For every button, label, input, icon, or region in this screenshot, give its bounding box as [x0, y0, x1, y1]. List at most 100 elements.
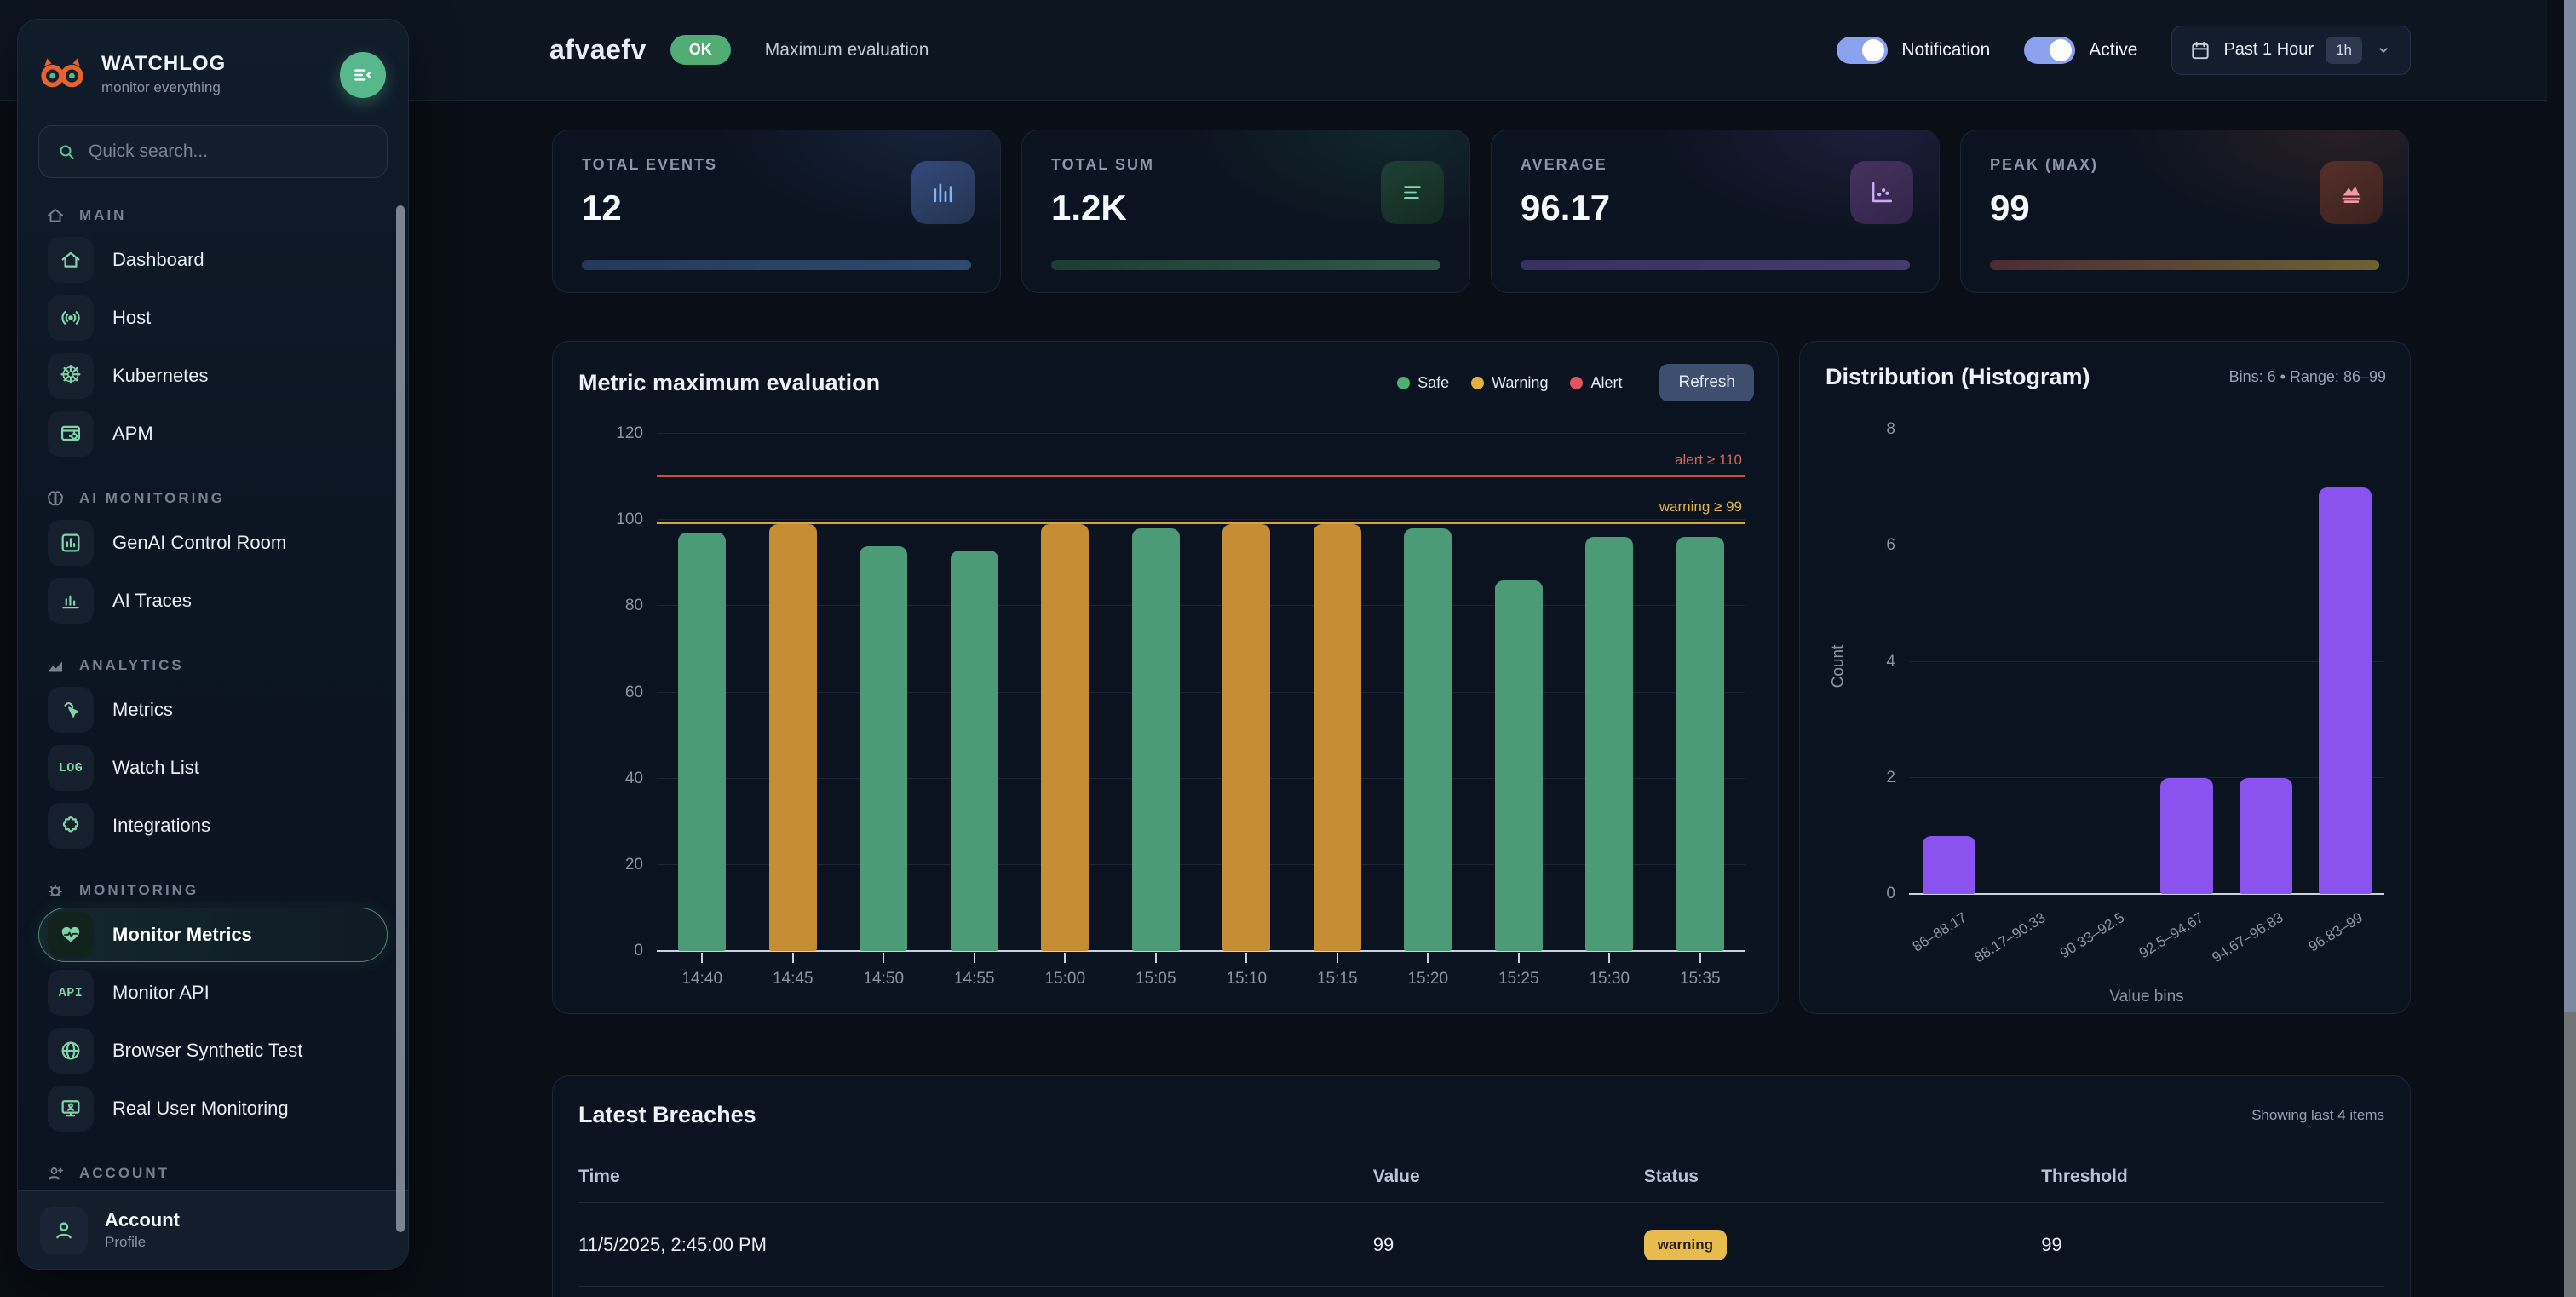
x-tick-label: 14:55	[953, 970, 995, 988]
table-row[interactable]: 11/5/2025, 2:45:00 PM 99 warning 99	[578, 1203, 2384, 1287]
sidebar-item-watch-list[interactable]: LOG Watch List	[38, 741, 388, 795]
sidebar-item-genai-control-room[interactable]: GenAI Control Room	[38, 516, 388, 570]
toggle-label: Active	[2089, 39, 2138, 60]
gridline	[1909, 660, 2384, 662]
x-tick-mark	[973, 953, 975, 963]
histogram-y-axis-title: Count	[1829, 644, 1848, 689]
toggle-active[interactable]	[2024, 36, 2076, 64]
breaches-table-header: Time Value Status Threshold	[578, 1150, 2384, 1203]
quick-search	[38, 125, 388, 178]
chevron-down-icon	[2374, 41, 2393, 60]
column-header-threshold: Threshold	[2041, 1166, 2128, 1186]
x-tick-label: 14:45	[772, 970, 814, 988]
nav-section-monitoring: MONITORING Monitor Metrics API Monitor API B…	[38, 877, 388, 1136]
apm-icon	[59, 422, 83, 446]
page-scrollbar-thumb[interactable]	[2564, 0, 2576, 1012]
section-header-monitoring: MONITORING	[38, 877, 388, 904]
legend-label: Warning	[1492, 373, 1549, 391]
x-tick-mark	[1427, 953, 1429, 963]
stat-card-total-sum: TOTAL SUM 1.2K	[1021, 130, 1470, 293]
sidebar-collapse-button[interactable]	[340, 52, 386, 98]
section-header-account: ACCOUNT	[38, 1160, 388, 1187]
x-tick-mark	[1608, 953, 1611, 963]
stat-label: AVERAGE	[1521, 156, 1607, 173]
toggle-notification[interactable]	[1837, 36, 1889, 64]
legend-dot	[1471, 376, 1485, 389]
top-header: afvaefv OK Maximum evaluation Notificati…	[0, 0, 2547, 101]
sidebar-item-host[interactable]: Host	[38, 291, 388, 345]
histogram-x-axis: 86–88.17 88.17–90.33 90.33–92.5 92.5–94.67 9…	[1909, 896, 2384, 981]
hist-bar-94-67-96-83	[2239, 777, 2292, 894]
metric-bar-15-25	[1494, 579, 1543, 951]
sidebar-item-kubernetes[interactable]: ☸ Kubernetes	[38, 349, 388, 403]
analytics-icon	[45, 655, 66, 676]
stat-card-average: AVERAGE 96.17	[1491, 130, 1940, 293]
sidebar-scrollbar[interactable]	[396, 205, 405, 1232]
log-icon: LOG	[58, 760, 83, 775]
nav-section-analytics: ANALYTICS Metrics LOG Watch List Integration…	[38, 652, 388, 853]
sidebar-item-label: Dashboard	[112, 249, 204, 270]
x-tick-mark	[1154, 953, 1157, 963]
histogram-title: Distribution (Histogram)	[1826, 364, 2090, 389]
x-tick-label: 15:25	[1498, 970, 1539, 988]
x-tick-mark	[1064, 953, 1067, 963]
api-icon: API	[58, 985, 83, 1000]
x-tick-label: 15:20	[1407, 970, 1449, 988]
breaches-table: Time Value Status Threshold 11/5/2025, 2:45…	[578, 1150, 2384, 1297]
search-input[interactable]	[89, 141, 370, 162]
stat-progress-bar	[1990, 260, 2379, 270]
metrics-icon	[59, 698, 83, 722]
sidebar-item-monitor-api[interactable]: API Monitor API	[38, 966, 388, 1020]
bars-icon	[929, 178, 957, 207]
toggle-group-notification: Notification	[1837, 36, 1991, 64]
x-tick-label: 92.5–94.67	[2136, 909, 2207, 962]
search-icon	[56, 141, 77, 162]
metric-chart-card: Metric maximum evaluation Safe Warning Ale…	[552, 341, 1779, 1014]
x-tick-label: 15:05	[1135, 970, 1176, 988]
account-footer[interactable]: Account Profile	[18, 1190, 408, 1269]
metric-bar-14-50	[860, 545, 908, 951]
x-tick-label: 15:35	[1679, 970, 1721, 988]
sidebar-item-integrations[interactable]: Integrations	[38, 798, 388, 853]
section-label: MAIN	[79, 207, 127, 223]
toggle-label: Notification	[1901, 39, 1991, 60]
time-range-picker[interactable]: Past 1 Hour 1h	[2171, 25, 2411, 75]
status-badge: OK	[670, 35, 731, 65]
sidebar-item-dashboard[interactable]: Dashboard	[38, 233, 388, 287]
time-range-badge: 1h	[2326, 36, 2362, 64]
stat-progress-bar	[1521, 260, 1910, 270]
gridline	[657, 777, 1745, 779]
gridline	[657, 691, 1745, 693]
sidebar-nav: MAIN Dashboard Host ☸ Kubernetes APM AI MONITO…	[38, 202, 388, 1245]
histogram-meta: Bins: 6 • Range: 86–99	[2228, 368, 2386, 385]
latest-breaches-card: Latest Breaches Showing last 4 items Tim…	[552, 1075, 2411, 1297]
user-icon	[40, 1206, 88, 1254]
toggle-knob	[1862, 38, 1885, 61]
traces-icon	[59, 589, 83, 613]
x-tick-mark	[883, 953, 885, 963]
metric-bar-15-35	[1676, 537, 1724, 951]
sidebar-item-apm[interactable]: APM	[38, 406, 388, 461]
x-tick-mark	[1517, 953, 1520, 963]
y-tick-label: 100	[616, 510, 643, 529]
gridline	[657, 519, 1745, 521]
refresh-button[interactable]: Refresh	[1659, 364, 1754, 401]
section-header-analytics: ANALYTICS	[38, 652, 388, 679]
x-tick-label: 15:15	[1316, 970, 1358, 988]
sidebar-item-ai-traces[interactable]: AI Traces	[38, 574, 388, 628]
sidebar-item-monitor-metrics[interactable]: Monitor Metrics	[38, 908, 388, 962]
histogram-card: Distribution (Histogram) Bins: 6 • Range…	[1799, 341, 2411, 1014]
bar-chart-x-axis: 14:40 14:45 14:50 14:55 15:00 15:05 15:10 15:15…	[657, 953, 1745, 1004]
page-scrollbar[interactable]	[2564, 0, 2576, 1297]
sidebar-item-label: Monitor Metrics	[112, 924, 252, 945]
legend-dot	[1397, 376, 1411, 389]
sidebar-item-browser-synthetic-test[interactable]: Browser Synthetic Test	[38, 1023, 388, 1078]
sidebar-item-real-user-monitoring[interactable]: Real User Monitoring	[38, 1081, 388, 1136]
stat-progress-bar	[582, 260, 971, 270]
breach-value: 99	[1372, 1233, 1394, 1255]
x-tick-label: 14:50	[863, 970, 905, 988]
sidebar-item-metrics[interactable]: Metrics	[38, 683, 388, 737]
stat-card-total-events: TOTAL EVENTS 12	[552, 130, 1001, 293]
section-label: ANALYTICS	[79, 657, 184, 673]
